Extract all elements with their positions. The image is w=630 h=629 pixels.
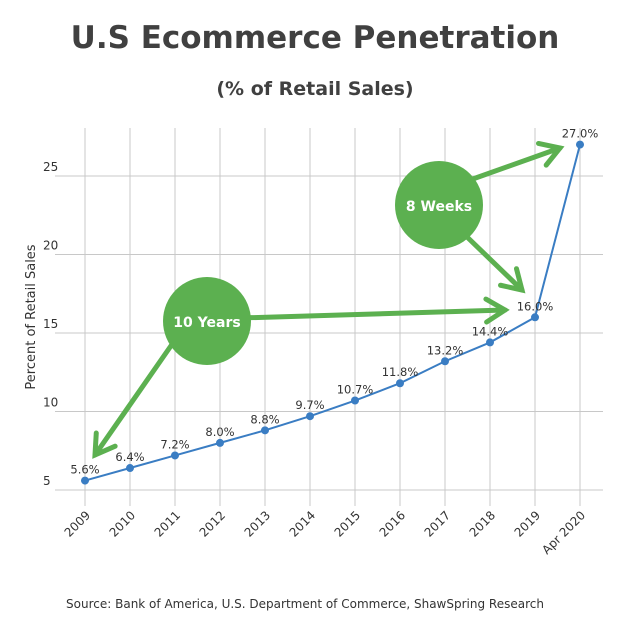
x-tick-label: Apr 2020 xyxy=(539,508,588,557)
x-tick-label: 2015 xyxy=(332,508,363,539)
x-tick-label: 2016 xyxy=(377,508,408,539)
data-point xyxy=(306,412,314,421)
y-tick-label: 20 xyxy=(43,239,58,253)
x-axis: 2009 2010 2011 2012 2013 2014 2015 2016 2017 2018… xyxy=(62,508,588,557)
x-tick-label: 2014 xyxy=(287,508,318,539)
data-label: 11.8% xyxy=(382,365,419,379)
arrow-10y-to-2009-shaft xyxy=(92,337,178,458)
x-tick-label: 2010 xyxy=(107,508,138,539)
arrow-8w-to-2020-shaft xyxy=(467,145,563,183)
data-point xyxy=(216,438,224,447)
x-tick-label: 2012 xyxy=(197,508,228,539)
y-tick-label: 10 xyxy=(43,396,58,410)
x-tick-label: 2011 xyxy=(152,508,183,539)
y-tick-label: 5 xyxy=(43,474,51,488)
x-tick-label: 2019 xyxy=(512,508,543,539)
data-point xyxy=(171,451,179,460)
arrow-10y-to-2019-head xyxy=(483,296,510,325)
y-axis: 5 10 15 20 25 xyxy=(43,160,58,488)
x-tick-label: 2013 xyxy=(242,508,273,539)
y-tick-label: 25 xyxy=(43,160,58,174)
data-label: 8.8% xyxy=(250,412,279,426)
data-point xyxy=(351,396,359,405)
data-label: 9.7% xyxy=(295,398,324,412)
arrow-8w-to-2020-head xyxy=(535,140,565,168)
data-label: 7.2% xyxy=(160,437,189,451)
series-line-path xyxy=(84,144,581,482)
data-point xyxy=(531,313,539,322)
data-label: 27.0% xyxy=(562,127,599,141)
x-tick-label: 2017 xyxy=(422,508,453,539)
annotations: 10 Years 8 Weeks xyxy=(92,140,565,459)
data-point xyxy=(486,338,494,347)
data-point xyxy=(576,140,584,149)
data-label: 13.2% xyxy=(427,343,464,357)
data-label: 8.0% xyxy=(205,425,234,439)
bubble-8-weeks xyxy=(395,161,483,249)
data-label: 16.0% xyxy=(517,299,554,313)
x-tick-label: 2009 xyxy=(62,508,93,539)
source-note: Source: Bank of America, U.S. Department… xyxy=(66,597,544,611)
arrow-10y-to-2019-shaft xyxy=(237,307,508,321)
data-label: 6.4% xyxy=(115,450,144,464)
y-tick-label: 15 xyxy=(43,317,58,331)
data-point xyxy=(81,476,89,485)
data-label: 10.7% xyxy=(337,383,374,397)
bubble-10-years-label: 10 Years xyxy=(173,315,240,331)
data-point xyxy=(396,379,404,388)
data-point xyxy=(441,357,449,366)
data-label: 14.4% xyxy=(472,324,509,338)
data-points xyxy=(81,140,584,485)
series-line xyxy=(84,144,581,482)
bubble-8-weeks-label: 8 Weeks xyxy=(406,199,472,215)
chart-title: U.S Ecommerce Penetration xyxy=(70,20,560,56)
arrow-8w-to-2019-head xyxy=(498,266,526,294)
arrow-8w-to-2019-shaft xyxy=(462,232,525,293)
data-point xyxy=(261,426,269,435)
arrow-10y-to-2009-head xyxy=(92,430,118,459)
x-tick-label: 2018 xyxy=(467,508,498,539)
data-label: 5.6% xyxy=(70,463,99,477)
data-point xyxy=(126,464,134,473)
data-labels: 5.6%6.4%7.2%8.0%8.8%9.7%10.7%11.8%13.2%1… xyxy=(70,127,598,477)
y-axis-title: Percent of Retail Sales xyxy=(24,244,39,389)
chart-subtitle: (% of Retail Sales) xyxy=(216,78,414,100)
bubble-10-years xyxy=(163,277,251,365)
